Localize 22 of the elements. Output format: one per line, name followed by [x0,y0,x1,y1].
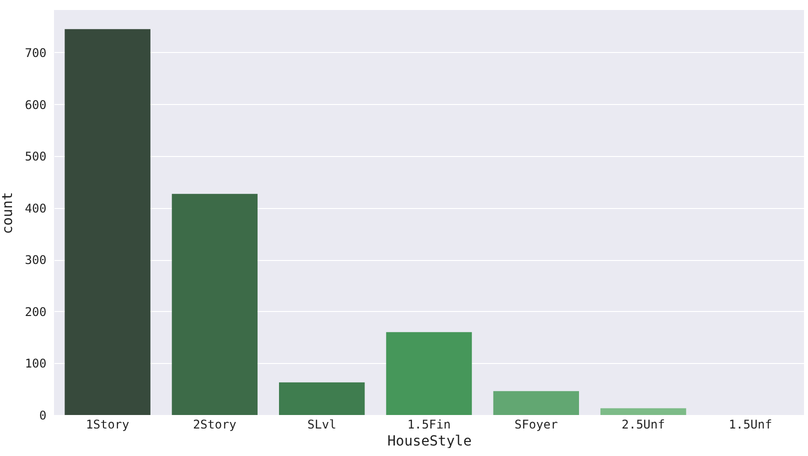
x-tick-label: SLvl [307,418,336,432]
y-tick-label: 200 [24,304,46,319]
x-tick-label: 1.5Fin [407,418,451,432]
y-tick-label: 700 [24,46,46,60]
x-tick-label: 2Story [193,418,236,432]
x-tick-label: SFoyer [514,418,558,432]
x-tick-label: 2.5Unf [622,418,665,432]
y-axis-title: count [0,192,16,234]
y-tick-label: 300 [24,253,46,268]
x-tick-label: 1Story [86,418,130,432]
bar [64,29,150,415]
x-tick-label: 1.5Unf [728,418,772,432]
bar [386,332,472,415]
bar [600,408,686,415]
y-tick-label: 500 [24,150,46,164]
bar [172,194,258,415]
bar [279,382,365,415]
y-tick-label: 100 [24,356,46,371]
y-tick-label: 600 [24,98,46,112]
y-tick-label: 0 [39,408,46,422]
bar [493,391,579,415]
y-tick-label: 400 [24,201,46,216]
